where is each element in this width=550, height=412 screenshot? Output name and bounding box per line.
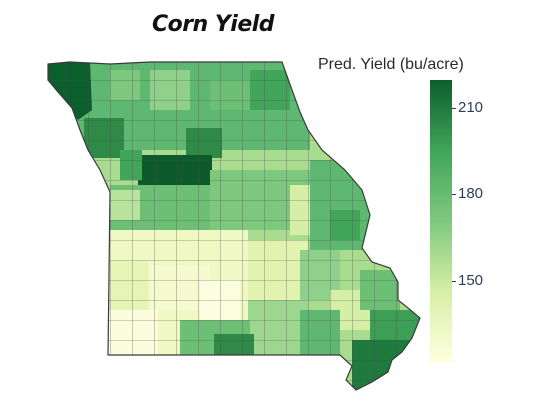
tick-mark-150 [452,281,456,282]
legend-title: Pred. Yield (bu/acre) [318,56,464,73]
tick-label-150: 150 [458,272,484,289]
tick-label-210: 210 [458,99,484,116]
colorbar [430,80,452,363]
state-outline [47,61,421,391]
tick-label-180: 180 [458,185,484,202]
county-fills [48,62,420,390]
map-title: Corn Yield [151,12,275,37]
tick-mark-210 [452,108,456,109]
tick-mark-180 [452,194,456,195]
